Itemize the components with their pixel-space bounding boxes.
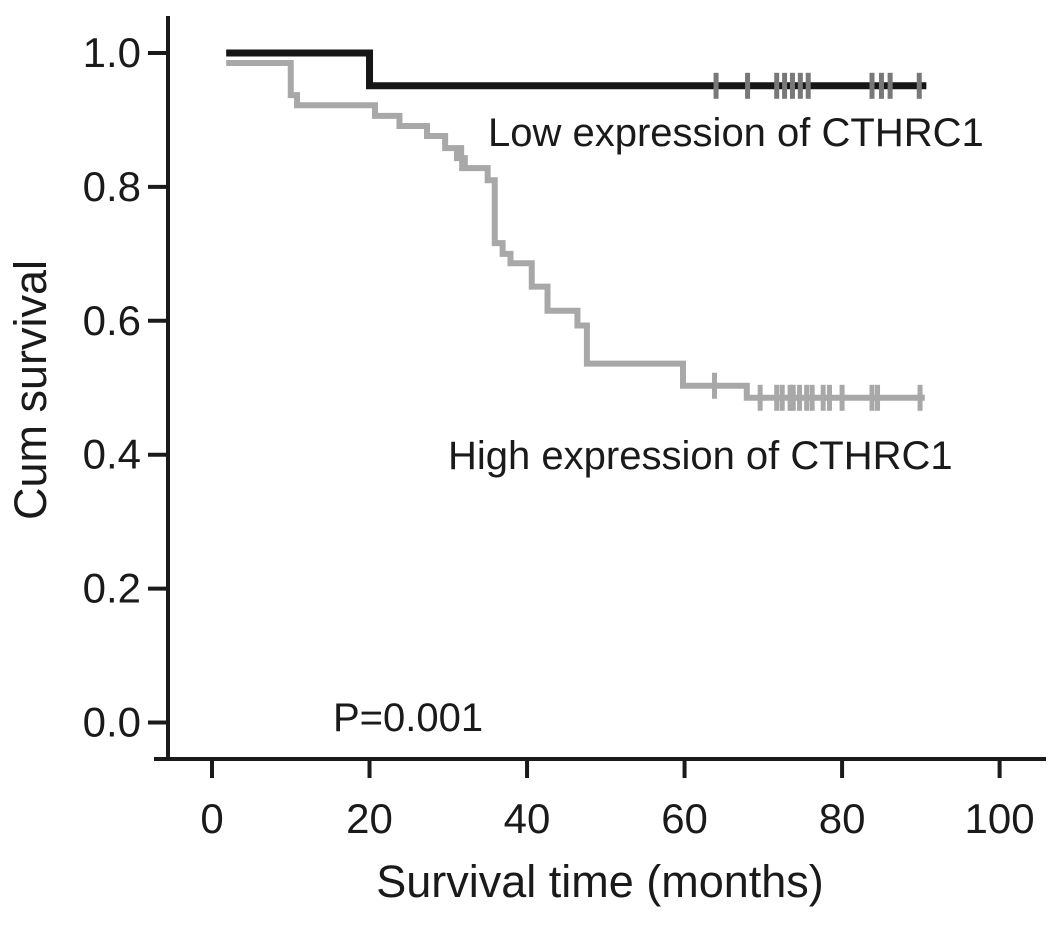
x-tick-label: 0: [200, 795, 223, 842]
y-tick-label: 0.8: [83, 163, 141, 210]
curve-label-low: Low expression of CTHRC1: [488, 111, 984, 155]
x-axis-title: Survival time (months): [376, 856, 824, 907]
survival-curves: [226, 49, 927, 401]
p-value-label: P=0.001: [333, 696, 483, 740]
y-tick-label: 0.2: [83, 565, 141, 612]
x-tick-label: 100: [965, 795, 1035, 842]
x-tick-label: 80: [819, 795, 866, 842]
x-tick-label: 20: [346, 795, 393, 842]
x-tick-label: 40: [504, 795, 551, 842]
censor-marks: [459, 72, 923, 411]
km-curve-high: [226, 60, 925, 401]
y-tick-label: 0.0: [83, 699, 141, 746]
y-tick-label: 1.0: [83, 29, 141, 76]
km-curve-low: [226, 49, 927, 90]
y-tick-label: 0.6: [83, 297, 141, 344]
labels: Low expression of CTHRC1 High expression…: [5, 111, 984, 907]
x-tick-label: 60: [661, 795, 708, 842]
curve-label-high: High expression of CTHRC1: [448, 434, 953, 478]
y-tick-label: 0.4: [83, 431, 141, 478]
y-axis-title: Cum survival: [5, 260, 56, 520]
axes: 0.0 0.2 0.4 0.6 0.8 1.0 0 20 40 60 80 100: [83, 16, 1046, 842]
